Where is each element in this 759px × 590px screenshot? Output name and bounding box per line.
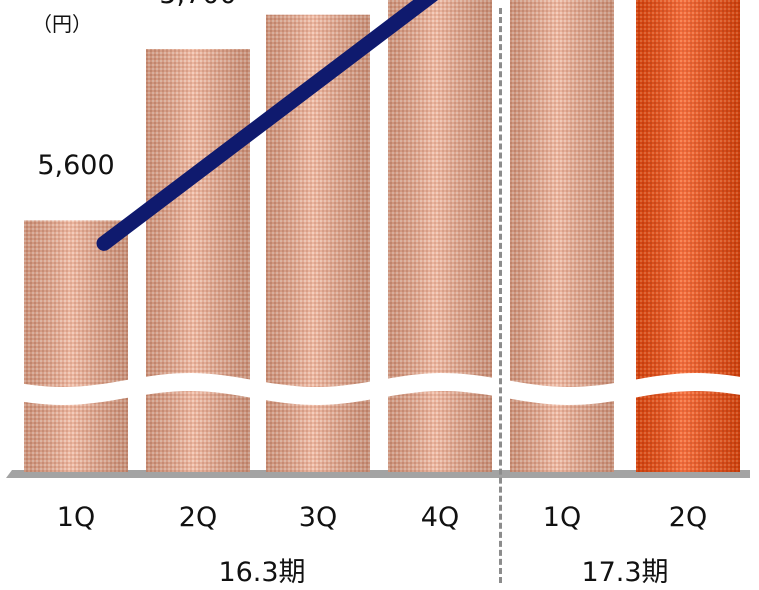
value-label-1: 5,600 xyxy=(37,150,115,182)
category-label-4: 4Q xyxy=(420,502,460,533)
period-label-2: 17.3期 xyxy=(581,557,669,588)
bar-shade-6 xyxy=(636,0,740,473)
category-label-2: 2Q xyxy=(178,502,218,533)
category-label-5: 1Q xyxy=(542,502,582,533)
period-divider xyxy=(499,8,502,583)
category-label-1: 1Q xyxy=(56,502,96,533)
value-label-2: 5,700 xyxy=(159,0,236,10)
bar-shade-2 xyxy=(146,49,250,472)
bar-shade-1 xyxy=(24,220,128,472)
category-label-6: 2Q xyxy=(668,502,708,533)
unit-label: （円） xyxy=(32,12,92,36)
trend-arrow-shaft xyxy=(96,0,439,251)
axis-break-band xyxy=(0,373,759,405)
bar-shade-4 xyxy=(388,0,492,473)
period-label-1: 16.3期 xyxy=(218,557,306,588)
category-label-3: 3Q xyxy=(298,502,338,533)
